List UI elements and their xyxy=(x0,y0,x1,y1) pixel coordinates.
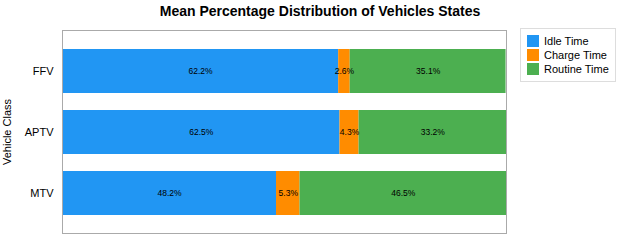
svg-text:APTV: APTV xyxy=(25,126,54,138)
svg-text:35.1%: 35.1% xyxy=(416,66,441,76)
svg-text:4.3%: 4.3% xyxy=(340,127,360,137)
svg-text:2.6%: 2.6% xyxy=(335,66,355,76)
html-text:Routine Time: Routine Time xyxy=(544,63,609,75)
svg-text:MTV: MTV xyxy=(30,187,54,199)
html-text:Mean Percentage Distribution o: Mean Percentage Distribution of Vehicles… xyxy=(159,3,481,19)
html-text:Idle Time: Idle Time xyxy=(544,35,589,47)
svg-text:FFV: FFV xyxy=(33,65,54,77)
svg-text:48.2%: 48.2% xyxy=(157,188,182,198)
svg-text:33.2%: 33.2% xyxy=(421,127,446,137)
svg-text:5.3%: 5.3% xyxy=(279,188,299,198)
svg-text:62.5%: 62.5% xyxy=(189,127,214,137)
svg-text:46.5%: 46.5% xyxy=(391,188,416,198)
svg-text:62.2%: 62.2% xyxy=(189,66,214,76)
html-text:Charge Time: Charge Time xyxy=(544,49,607,61)
svg-text:Vehicle Class: Vehicle Class xyxy=(1,98,13,165)
